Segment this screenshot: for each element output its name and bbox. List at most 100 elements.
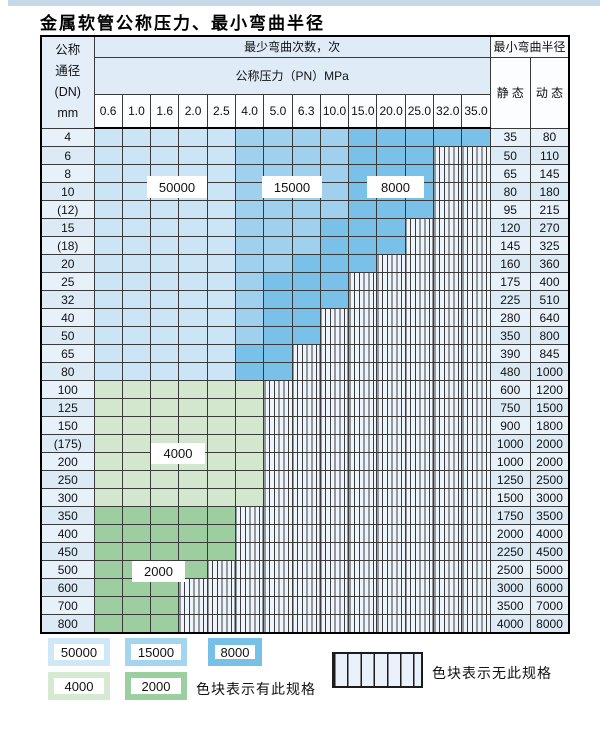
dynamic-radius-value: 7000 bbox=[529, 596, 570, 615]
no-spec-cell bbox=[319, 452, 350, 471]
dynamic-radius-value: 4000 bbox=[529, 524, 570, 543]
dn-value: 600 bbox=[40, 578, 95, 597]
no-spec-cell bbox=[461, 470, 491, 489]
no-spec-cell bbox=[291, 380, 321, 399]
no-spec-cell bbox=[234, 560, 265, 579]
no-spec-cell bbox=[404, 290, 435, 309]
spec-cell-50000 bbox=[93, 182, 123, 201]
dn-header-line1: 公称 bbox=[55, 43, 81, 58]
spec-cell-8000 bbox=[461, 127, 491, 147]
spec-cell-50000 bbox=[178, 308, 208, 327]
no-spec-cell bbox=[433, 542, 463, 561]
no-spec-cell bbox=[461, 290, 491, 309]
no-spec-cell bbox=[376, 398, 406, 417]
pressure-col-header: 1.0 bbox=[121, 94, 152, 129]
no-spec-cell bbox=[404, 326, 435, 345]
no-spec-cell bbox=[461, 272, 491, 291]
spec-cell-2000 bbox=[178, 542, 208, 561]
no-spec-cell bbox=[461, 164, 491, 183]
spec-cell-4000 bbox=[234, 470, 265, 489]
no-spec-cell bbox=[376, 470, 406, 489]
no-spec-cell bbox=[291, 344, 321, 363]
no-spec-cell bbox=[404, 218, 435, 237]
no-spec-cell bbox=[404, 506, 435, 525]
spec-cell-2000 bbox=[150, 524, 180, 543]
no-spec-cell bbox=[234, 614, 265, 634]
no-spec-cell bbox=[348, 272, 378, 291]
no-spec-cell bbox=[376, 434, 406, 453]
spec-cell-15000 bbox=[291, 200, 321, 219]
spec-cell-2000 bbox=[93, 506, 123, 525]
spec-cell-50000 bbox=[121, 254, 152, 273]
spec-cell-50000 bbox=[93, 218, 123, 237]
no-spec-cell bbox=[291, 452, 321, 471]
static-radius-value: 1500 bbox=[489, 488, 531, 507]
no-spec-cell bbox=[319, 524, 350, 543]
no-spec-cell bbox=[291, 470, 321, 489]
static-radius-value: 120 bbox=[489, 218, 531, 237]
table-row: (175) 1000 2000 bbox=[40, 434, 570, 453]
spec-cell-4000 bbox=[121, 416, 152, 435]
dynamic-radius-value: 5000 bbox=[529, 560, 570, 579]
dynamic-radius-value: 1500 bbox=[529, 398, 570, 417]
spec-cell-50000 bbox=[150, 218, 180, 237]
no-spec-cell bbox=[376, 344, 406, 363]
spec-cell-50000 bbox=[93, 272, 123, 291]
spec-cell-15000 bbox=[319, 182, 350, 201]
static-radius-value: 600 bbox=[489, 380, 531, 399]
spec-cell-4000 bbox=[206, 470, 236, 489]
spec-cell-8000 bbox=[376, 236, 406, 255]
static-radius-value: 900 bbox=[489, 416, 531, 435]
spec-cell-8000 bbox=[404, 127, 435, 147]
no-spec-cell bbox=[461, 308, 491, 327]
spec-cell-15000 bbox=[319, 164, 350, 183]
no-spec-cell bbox=[348, 452, 378, 471]
dn-value: 125 bbox=[40, 398, 95, 417]
no-spec-cell bbox=[376, 308, 406, 327]
spec-cell-15000 bbox=[319, 200, 350, 219]
no-spec-cell bbox=[433, 506, 463, 525]
dn-value: 200 bbox=[40, 452, 95, 471]
spec-cell-50000 bbox=[206, 236, 236, 255]
spec-cell-15000 bbox=[263, 127, 293, 147]
dynamic-radius-value: 360 bbox=[529, 254, 570, 273]
no-spec-cell bbox=[234, 578, 265, 597]
no-spec-cell bbox=[319, 326, 350, 345]
table-row: (12) 95 215 bbox=[40, 200, 570, 219]
no-spec-cell bbox=[461, 254, 491, 273]
dn-value: 40 bbox=[40, 308, 95, 327]
spec-cell-50000 bbox=[206, 290, 236, 309]
no-spec-cell bbox=[461, 200, 491, 219]
no-spec-cell bbox=[234, 524, 265, 543]
no-spec-cell bbox=[348, 614, 378, 634]
static-radius-value: 145 bbox=[489, 236, 531, 255]
spec-cell-4000 bbox=[93, 470, 123, 489]
table-row: 50 350 800 bbox=[40, 326, 570, 345]
no-spec-cell bbox=[433, 596, 463, 615]
no-spec-cell bbox=[461, 506, 491, 525]
dn-header-line2: 通径 bbox=[55, 64, 81, 79]
pressure-col-header: 32.0 bbox=[433, 94, 463, 129]
spec-cell-4000 bbox=[150, 488, 180, 507]
table-row: 80 480 1000 bbox=[40, 362, 570, 381]
spec-cell-50000 bbox=[93, 164, 123, 183]
no-spec-cell bbox=[319, 506, 350, 525]
table-row: 20 160 360 bbox=[40, 254, 570, 273]
no-spec-cell bbox=[461, 542, 491, 561]
no-spec-cell bbox=[263, 596, 293, 615]
dn-value: (18) bbox=[40, 236, 95, 255]
dn-value: 100 bbox=[40, 380, 95, 399]
no-spec-cell bbox=[404, 434, 435, 453]
no-spec-cell bbox=[319, 344, 350, 363]
no-spec-cell bbox=[348, 326, 378, 345]
dynamic-radius-value: 6000 bbox=[529, 578, 570, 597]
page-title: 金属软管公称压力、最小弯曲半径 bbox=[40, 14, 325, 34]
no-spec-cell bbox=[433, 614, 463, 634]
dn-value: 50 bbox=[40, 326, 95, 345]
legend-swatch-15000-label: 15000 bbox=[137, 644, 175, 660]
spec-cell-50000 bbox=[93, 236, 123, 255]
dn-header-line3: (DN) bbox=[54, 85, 81, 100]
static-radius-value: 480 bbox=[489, 362, 531, 381]
no-spec-cell bbox=[376, 614, 406, 634]
spec-cell-50000 bbox=[178, 344, 208, 363]
